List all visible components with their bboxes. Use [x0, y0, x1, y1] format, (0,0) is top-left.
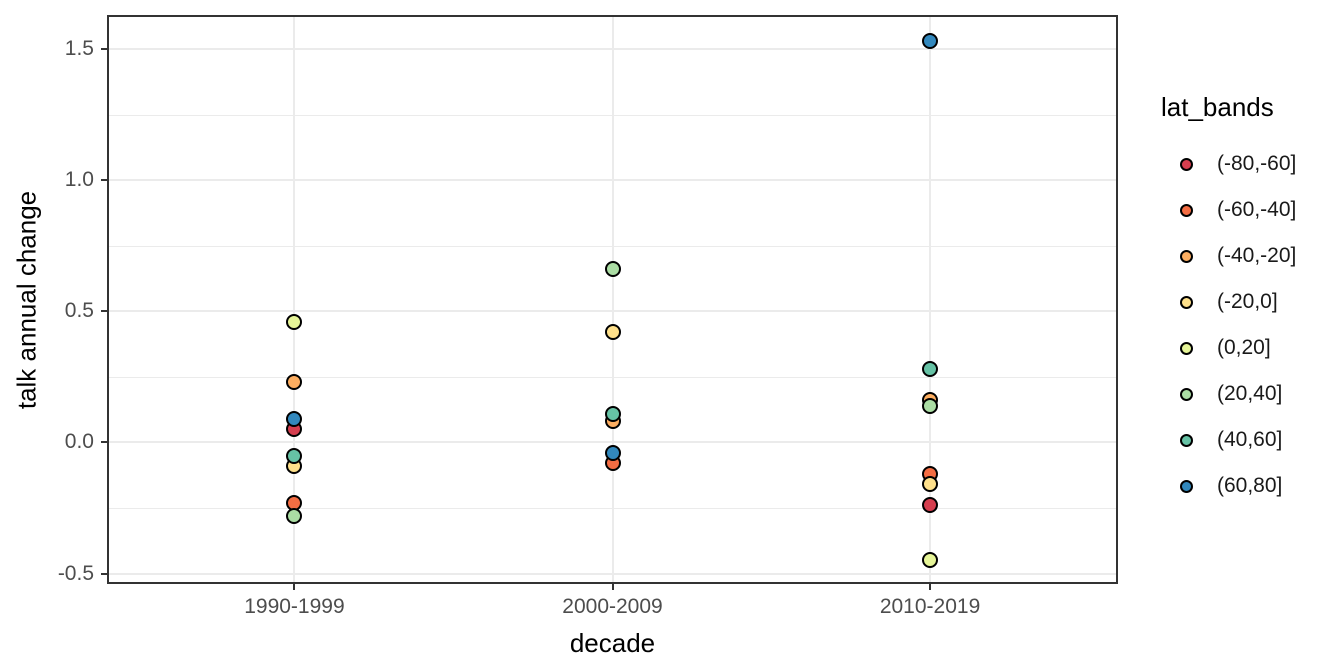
data-point	[604, 444, 621, 461]
legend-swatch	[1180, 295, 1193, 309]
data-point	[286, 374, 303, 391]
data-point	[922, 476, 939, 493]
legend-swatch	[1180, 433, 1193, 447]
data-point	[604, 405, 621, 422]
legend-label: (-60,-40]	[1217, 198, 1297, 221]
legend-label: (-40,-20]	[1217, 244, 1297, 267]
major-gridline-v	[611, 17, 614, 582]
legend-entry: (40,60]	[1180, 417, 1296, 463]
legend-entry: (-20,0]	[1180, 279, 1296, 325]
legend-swatch	[1180, 479, 1193, 493]
legend-label: (60,80]	[1217, 474, 1283, 497]
legend-label: (0,20]	[1217, 336, 1271, 359]
x-tick-label: 2010-2019	[879, 595, 981, 618]
y-axis-tick	[101, 48, 107, 51]
legend-entries: (-80,-60] (-60,-40] (-40,-20] (-20,0] (0,20]…	[1180, 141, 1296, 509]
legend-title: lat_bands	[1161, 92, 1274, 122]
y-axis-tick	[101, 441, 107, 444]
legend-label: (40,60]	[1217, 428, 1283, 451]
legend-swatch	[1180, 157, 1193, 171]
legend-swatch	[1180, 341, 1193, 355]
y-tick-label: -0.5	[57, 561, 94, 585]
major-gridline-v	[293, 17, 296, 582]
legend-entry: (-60,-40]	[1180, 187, 1296, 233]
major-gridline-v	[929, 17, 932, 582]
legend-entry: (-40,-20]	[1180, 233, 1296, 279]
x-axis-tick	[293, 584, 296, 590]
y-axis-tick	[101, 179, 107, 182]
legend-label: (20,40]	[1217, 382, 1283, 405]
data-point	[286, 313, 303, 330]
data-point	[604, 324, 621, 341]
data-point	[922, 33, 939, 50]
x-axis-title: decade	[569, 628, 656, 658]
legend-label: (-80,-60]	[1217, 152, 1297, 175]
data-point	[286, 447, 303, 464]
y-axis-tick	[101, 310, 107, 313]
data-point	[922, 360, 939, 377]
legend-entry: (-80,-60]	[1180, 141, 1296, 187]
data-point	[286, 410, 303, 427]
x-tick-label: 2000-2009	[562, 595, 663, 618]
legend-entry: (0,20]	[1180, 325, 1296, 371]
data-point	[286, 507, 303, 524]
legend-entry: (60,80]	[1180, 463, 1296, 509]
legend-label: (-20,0]	[1217, 290, 1278, 313]
data-point	[604, 261, 621, 278]
legend: lat_bands (-80,-60] (-60,-40] (-40,-20] (-2…	[1161, 92, 1296, 509]
legend-swatch	[1180, 249, 1193, 263]
x-axis-tick	[611, 584, 614, 590]
y-tick-label: 1.0	[64, 168, 94, 192]
legend-swatch	[1180, 203, 1193, 217]
x-tick-label: 1990-1999	[244, 595, 345, 618]
data-point	[922, 497, 939, 514]
data-point	[922, 552, 939, 569]
legend-entry: (20,40]	[1180, 371, 1296, 417]
y-tick-label: 0.0	[64, 430, 94, 454]
data-point	[922, 397, 939, 414]
legend-swatch	[1180, 387, 1193, 401]
y-tick-label: 1.5	[64, 37, 94, 61]
y-tick-label: 0.5	[64, 299, 94, 323]
plot-panel	[107, 15, 1118, 584]
x-axis-tick	[929, 584, 932, 590]
y-axis-tick	[101, 572, 107, 575]
